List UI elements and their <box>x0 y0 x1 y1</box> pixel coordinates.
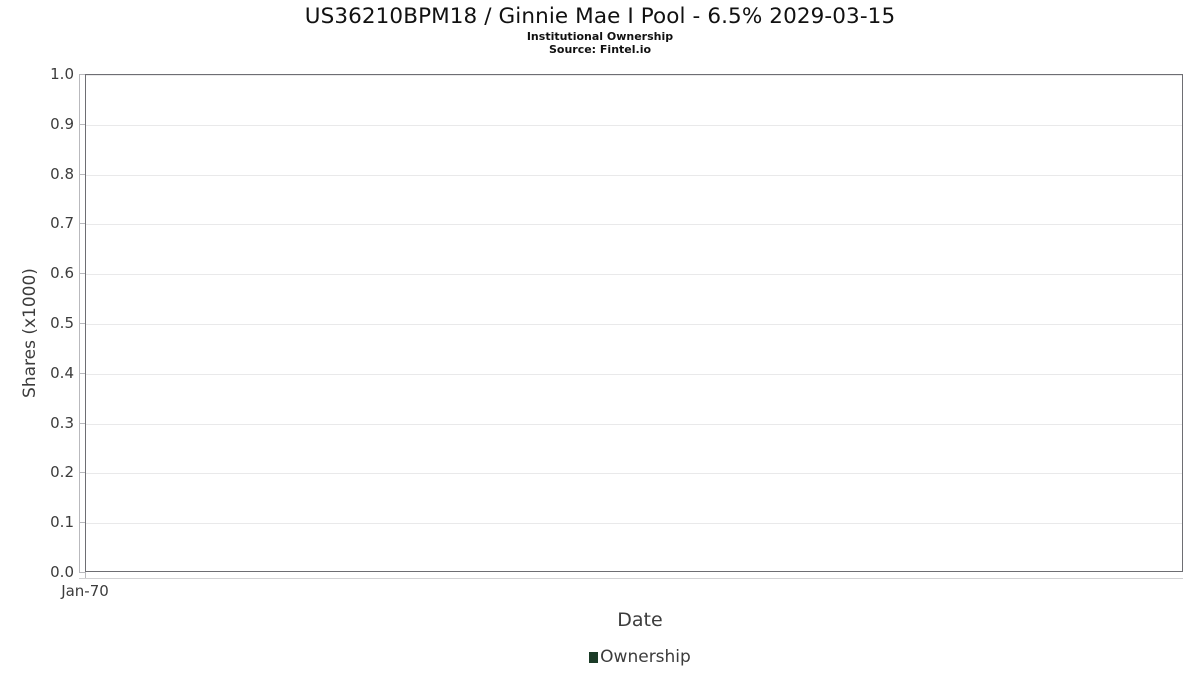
y-axis-tick-label: 0.0 <box>50 563 74 581</box>
y-axis-tick-label: 0.5 <box>50 314 74 332</box>
y-axis-tick-label: 0.7 <box>50 214 74 232</box>
y-axis-tick-mark <box>79 472 85 473</box>
chart-source-label: Source: Fintel.io <box>548 43 652 56</box>
x-axis-spine <box>79 578 1183 579</box>
chart-title: US36210BPM18 / Ginnie Mae I Pool - 6.5% … <box>304 4 896 29</box>
y-axis-tick-label: 0.9 <box>50 115 74 133</box>
y-axis-tick-label: 0.8 <box>50 165 74 183</box>
gridlines-group <box>86 75 1182 571</box>
y-axis-tick-mark <box>79 423 85 424</box>
y-axis-tick-mark <box>79 522 85 523</box>
gridline <box>86 224 1182 225</box>
y-axis-tick-mark <box>79 572 85 573</box>
y-axis-tick-mark <box>79 223 85 224</box>
y-axis-tick-label: 0.4 <box>50 364 74 382</box>
plot-area <box>85 74 1183 572</box>
gridline <box>86 75 1182 76</box>
x-axis-title: Date <box>617 609 663 631</box>
y-axis-tick-mark <box>79 373 85 374</box>
y-axis-tick-mark <box>79 124 85 125</box>
y-axis-tick-label: 0.3 <box>50 414 74 432</box>
legend-label: Ownership <box>600 647 691 667</box>
y-axis-tick-mark <box>79 273 85 274</box>
gridline <box>86 473 1182 474</box>
x-axis-tick-label: Jan-70 <box>61 582 109 600</box>
chart-subtitle: Institutional Ownership <box>526 30 674 43</box>
y-axis-tick-label: 0.1 <box>50 513 74 531</box>
data-series-canvas <box>86 75 1182 571</box>
gridline <box>86 324 1182 325</box>
y-axis-tick-mark <box>79 74 85 75</box>
gridline <box>86 424 1182 425</box>
gridline <box>86 374 1182 375</box>
legend-swatch-icon <box>589 651 599 663</box>
y-axis-tick-label: 1.0 <box>50 65 74 83</box>
y-axis-title: Shares (x1000) <box>20 268 40 398</box>
y-axis-tick-mark <box>79 174 85 175</box>
y-axis-tick-label: 0.6 <box>50 264 74 282</box>
gridline <box>86 125 1182 126</box>
y-axis-tick-label: 0.2 <box>50 463 74 481</box>
chart-header: US36210BPM18 / Ginnie Mae I Pool - 6.5% … <box>0 4 1200 56</box>
gridline <box>86 523 1182 524</box>
gridline <box>86 274 1182 275</box>
x-axis-tick-mark <box>85 572 86 578</box>
y-axis-tick-mark <box>79 323 85 324</box>
chart-legend: Ownership <box>0 647 1200 667</box>
legend-item[interactable]: Ownership <box>589 647 691 667</box>
gridline <box>86 175 1182 176</box>
